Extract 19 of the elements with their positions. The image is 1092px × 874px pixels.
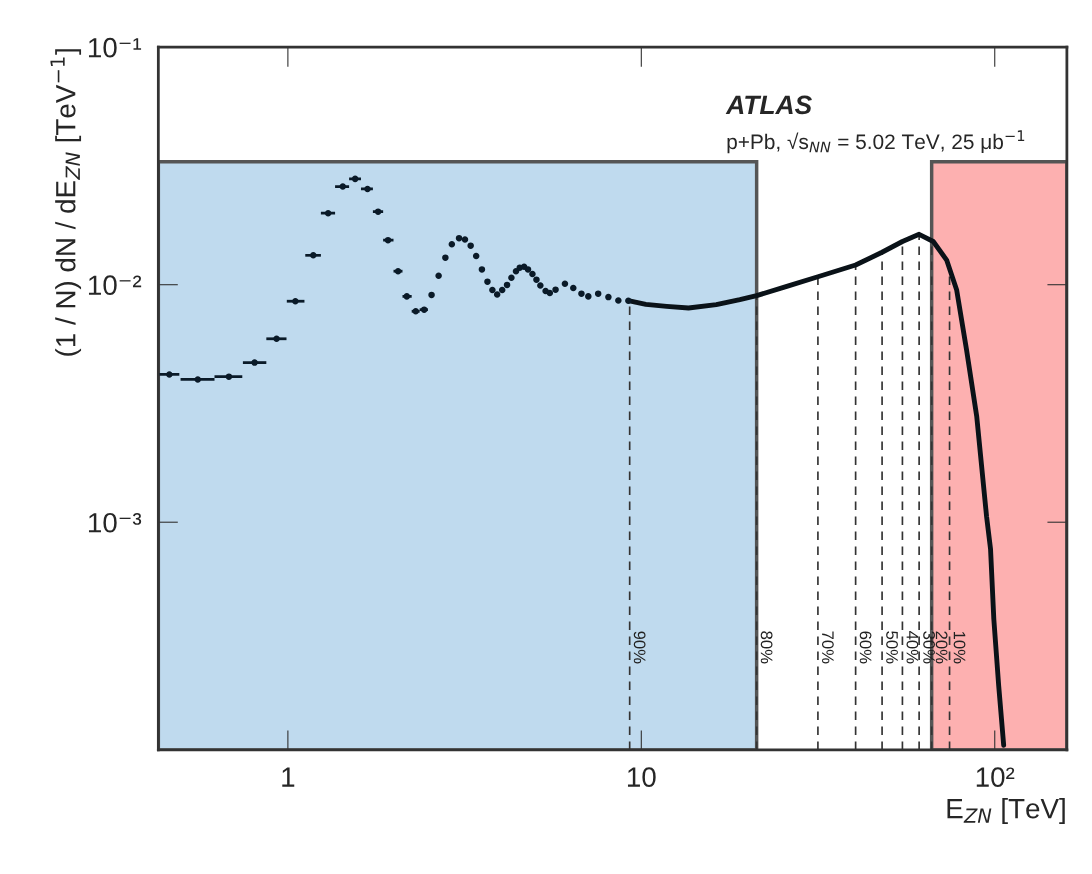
text: p+Pb, √s$_{NN}$ = 5.02 TeV, 25 μb$^{−1}$ xyxy=(727,130,1025,154)
y-axis-title: (1 / N) dN / dE$_{ZN}$ [TeV$^{−1}$] xyxy=(50,49,82,356)
x-axis-title: E$_{ZN}$ [TeV] xyxy=(947,798,1065,824)
x-tick-label: 10 xyxy=(627,767,656,787)
text: ATLAS xyxy=(725,95,812,115)
annotation: 10% xyxy=(953,631,966,664)
x-tick-label: 1 xyxy=(282,767,295,787)
annotation: 70% xyxy=(821,631,834,664)
annotation: 20% xyxy=(935,631,948,664)
annotation: 90% xyxy=(633,631,646,664)
x-tick-label: 10² xyxy=(976,767,1015,787)
y-tick-label: 10⁻³ xyxy=(88,512,142,533)
annotation: 80% xyxy=(760,631,773,664)
annotation: 30% xyxy=(923,631,935,664)
annotation: 50% xyxy=(886,631,898,664)
annotation: 60% xyxy=(859,631,872,664)
annotation: 40% xyxy=(906,631,919,664)
y-tick-label: 10⁻¹ xyxy=(88,37,142,58)
y-tick-label: 10⁻² xyxy=(88,275,142,296)
